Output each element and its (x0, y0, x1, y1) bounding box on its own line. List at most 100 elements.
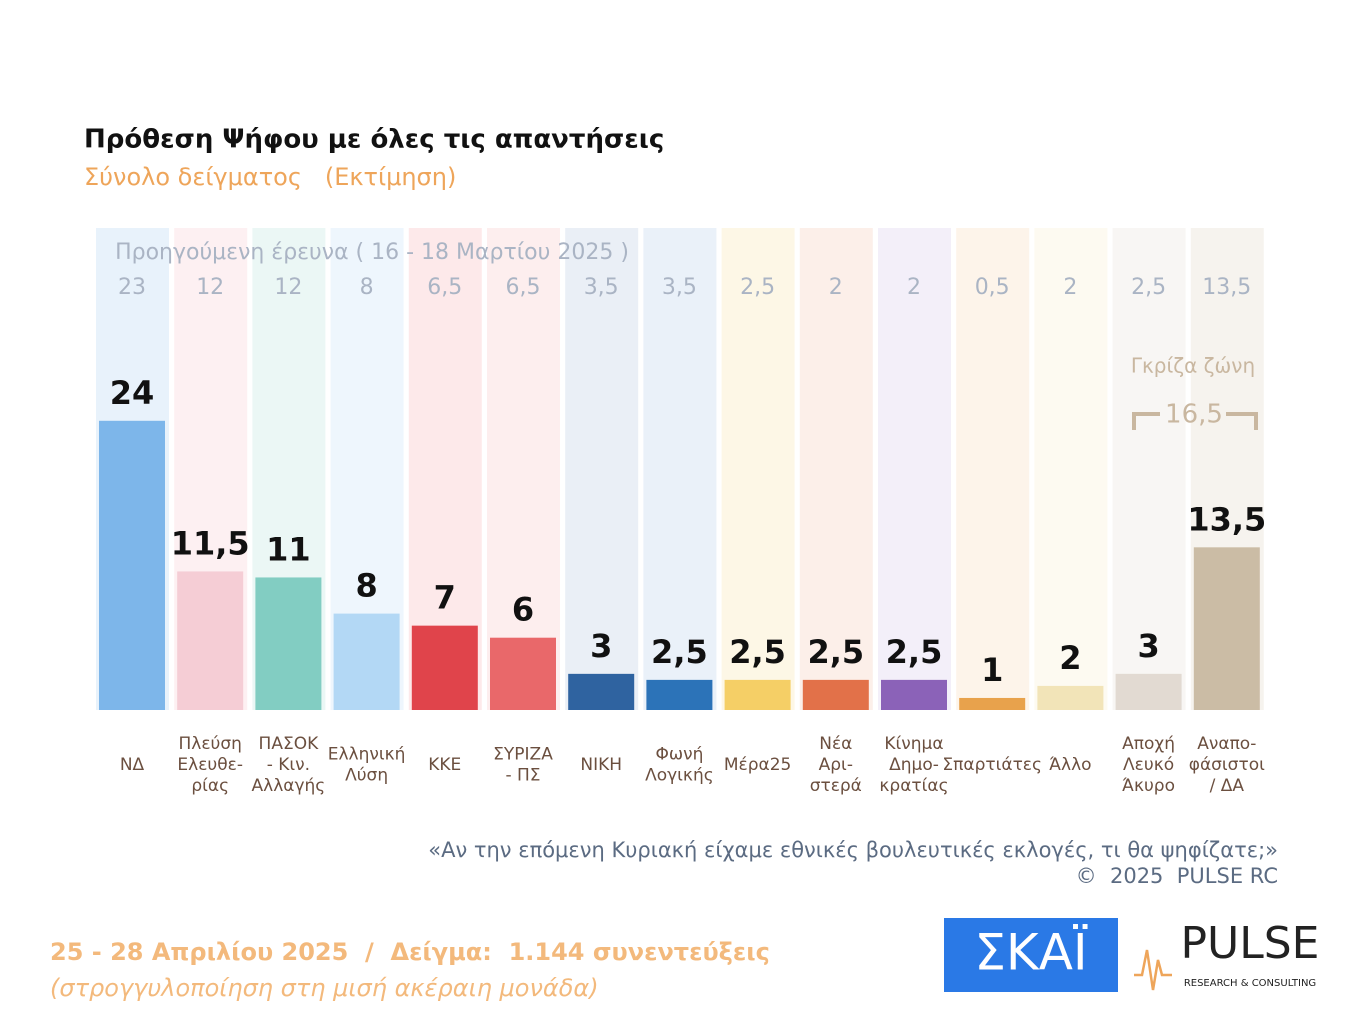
bar (411, 625, 478, 710)
value-label: 7 (434, 579, 456, 617)
value-label: 13,5 (1187, 500, 1266, 538)
previous-value: 23 (118, 275, 146, 300)
category-label: Δημο- (889, 755, 939, 775)
column-background (487, 228, 560, 710)
category-label: Φωνή (655, 745, 703, 765)
bar (1193, 547, 1260, 710)
category-label: ΠΑΣΟΚ (259, 734, 320, 754)
pulse-logo: PULSE (1181, 918, 1320, 969)
category-label: Άκυρο (1122, 776, 1175, 796)
value-label: 11,5 (171, 524, 250, 562)
category-label: Λογικής (645, 766, 714, 786)
category-label: Νέα (819, 734, 852, 754)
category-label: Κίνημα (884, 734, 943, 754)
bar (959, 697, 1026, 710)
footer: 25 - 28 Απριλίου 2025 / Δείγμα: 1.144 συ… (50, 938, 770, 966)
category-label: Πλεύση (178, 734, 241, 754)
grey-zone-bracket (1132, 412, 1258, 430)
column-background (799, 228, 873, 710)
category-label: Λευκό (1123, 755, 1174, 775)
bar (1115, 673, 1182, 710)
column-background (1034, 228, 1108, 710)
grey-zone-value: 16,5 (1165, 400, 1223, 430)
value-label: 3 (1137, 627, 1159, 665)
category-label: Αποχή (1122, 734, 1175, 754)
previous-label: Προηγούμενη έρευνα ( 16 - 18 Μαρτίου 202… (115, 240, 629, 265)
bar (802, 679, 869, 710)
bar (99, 420, 165, 710)
previous-value: 8 (360, 275, 374, 300)
category-label: Λύση (345, 766, 388, 786)
bar (1037, 685, 1104, 710)
previous-value: 3,5 (584, 275, 619, 300)
value-label: 8 (355, 567, 377, 605)
previous-value: 0,5 (975, 275, 1010, 300)
column-background (956, 228, 1030, 710)
category-label: στερά (810, 776, 862, 796)
previous-value: 2,5 (1131, 275, 1166, 300)
bar (177, 571, 244, 710)
question: «Αν την επόμενη Κυριακή είχαμε εθνικές β… (428, 838, 1278, 862)
category-label: - Κιν. (267, 755, 310, 775)
bar (568, 673, 635, 710)
value-label: 6 (512, 591, 534, 629)
bar (881, 679, 947, 710)
value-label: 11 (266, 530, 311, 568)
category-label: ρίας (191, 776, 229, 796)
previous-value: 13,5 (1202, 275, 1251, 300)
column-background (1112, 228, 1186, 710)
value-label: 3 (590, 627, 612, 665)
column-background (721, 228, 795, 710)
category-label: Αρι- (819, 755, 853, 775)
category-label: φάσιστοι (1189, 755, 1265, 775)
chart-title: Πρόθεση Ψήφου με όλες τις απαντήσεις (84, 125, 664, 155)
category-label: Αναπο- (1197, 734, 1256, 754)
previous-value: 3,5 (662, 275, 697, 300)
skai-logo: ΣΚΑΪ (974, 924, 1088, 982)
previous-value: 12 (196, 275, 224, 300)
category-label: Αλλαγής (252, 776, 326, 796)
previous-value: 12 (274, 275, 302, 300)
category-label: κρατίας (879, 776, 948, 796)
bar (490, 637, 556, 710)
category-label: Σπαρτιάτες (942, 755, 1042, 775)
previous-value: 2 (907, 275, 921, 300)
category-label: Μέρα25 (724, 755, 792, 775)
value-label: 1 (981, 651, 1003, 689)
category-label: Άλλο (1049, 755, 1091, 775)
previous-value: 2,5 (740, 275, 775, 300)
copyright: © 2025 PULSE RC (1076, 864, 1278, 888)
category-label: ΚΚΕ (428, 755, 461, 775)
bar (333, 613, 400, 710)
category-label: ΝΙΚΗ (580, 755, 622, 775)
bar (724, 679, 791, 710)
category-label: ΝΔ (120, 755, 145, 775)
category-label: Ελευθε- (177, 755, 243, 775)
category-label: - ΠΣ (505, 766, 540, 786)
chart-subtitle: Σύνολο δείγματος (Εκτίμηση) (84, 163, 456, 191)
skai-logo-box (944, 918, 1118, 992)
value-label: 2,5 (807, 633, 864, 671)
value-label: 2,5 (651, 633, 708, 671)
pulse-logo-sub: RESEARCH & CONSULTING (1184, 978, 1316, 989)
previous-value: 2 (1063, 275, 1077, 300)
category-label: Ελληνική (328, 745, 406, 765)
column-background (643, 228, 717, 710)
value-label: 2,5 (886, 633, 943, 671)
grey-zone-label: Γκρίζα ζώνη (1131, 354, 1255, 378)
category-label: ΣΥΡΙΖΑ (493, 745, 553, 765)
value-label: 2 (1059, 639, 1081, 677)
category-label: / ΔΑ (1210, 776, 1245, 796)
previous-value: 6,5 (427, 275, 462, 300)
previous-value: 6,5 (506, 275, 541, 300)
note: (στρογγυλοποίηση στη μισή ακέραιη μονάδα… (50, 974, 599, 1002)
bar (255, 577, 322, 710)
bar (646, 679, 713, 710)
pulse-logo-wave (1134, 949, 1172, 991)
column-background (565, 228, 639, 710)
column-background (878, 228, 951, 710)
value-label: 2,5 (729, 633, 786, 671)
value-label: 24 (110, 374, 155, 412)
previous-value: 2 (829, 275, 843, 300)
